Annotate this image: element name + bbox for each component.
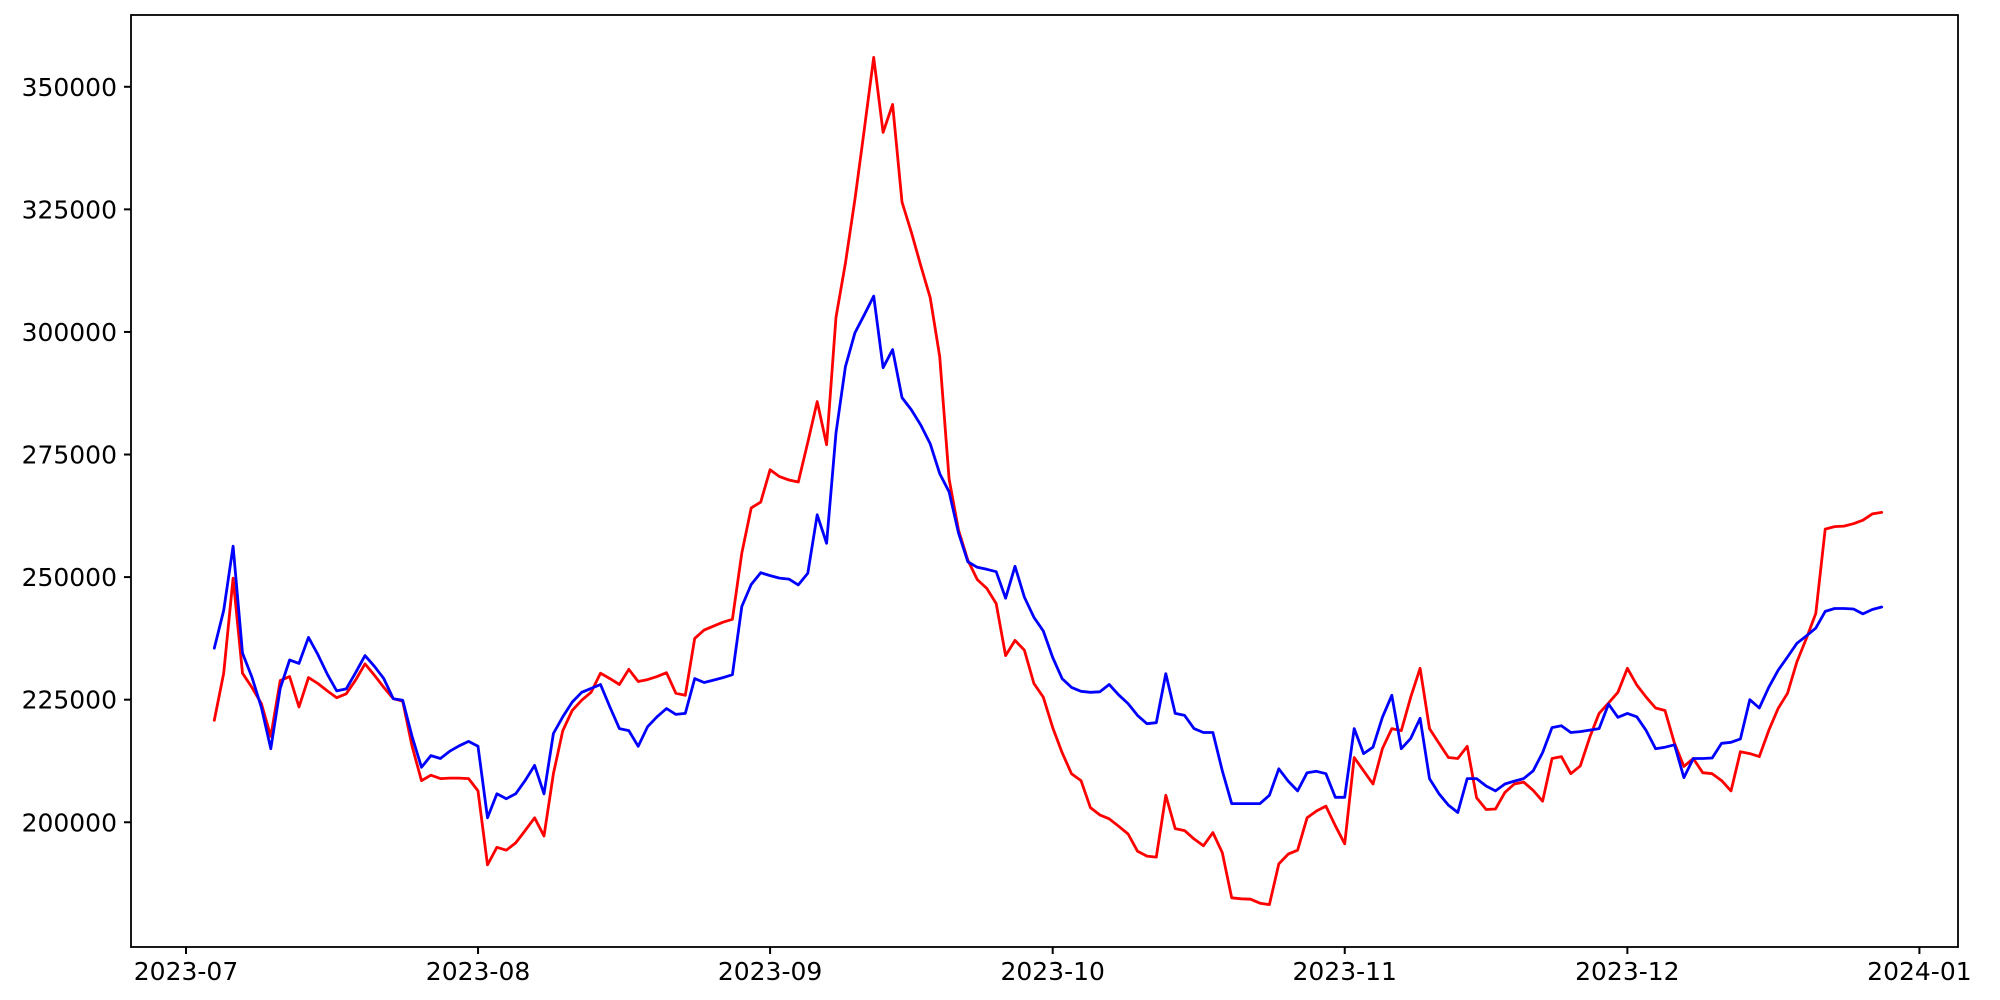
plot-border [130,14,1959,948]
y-tick-label: 225000 [22,686,117,715]
x-tick-label: 2023-11 [1293,957,1397,986]
x-tick-label: 2024-01 [1867,957,1971,986]
y-tick-label: 300000 [22,318,117,347]
y-tick-label: 250000 [22,563,117,592]
y-tick-label: 325000 [22,195,117,224]
x-tick-label: 2023-10 [1000,957,1104,986]
x-tick-label: 2023-09 [718,957,822,986]
y-tick-label: 275000 [22,441,117,470]
red-series-line [212,56,1884,906]
x-tick-label: 2023-07 [134,957,238,986]
x-tick-label: 2023-08 [426,957,530,986]
x-tick-label: 2023-12 [1575,957,1679,986]
y-tick-label: 350000 [22,73,117,102]
blue-series-line [212,294,1884,820]
y-tick-label: 200000 [22,808,117,837]
